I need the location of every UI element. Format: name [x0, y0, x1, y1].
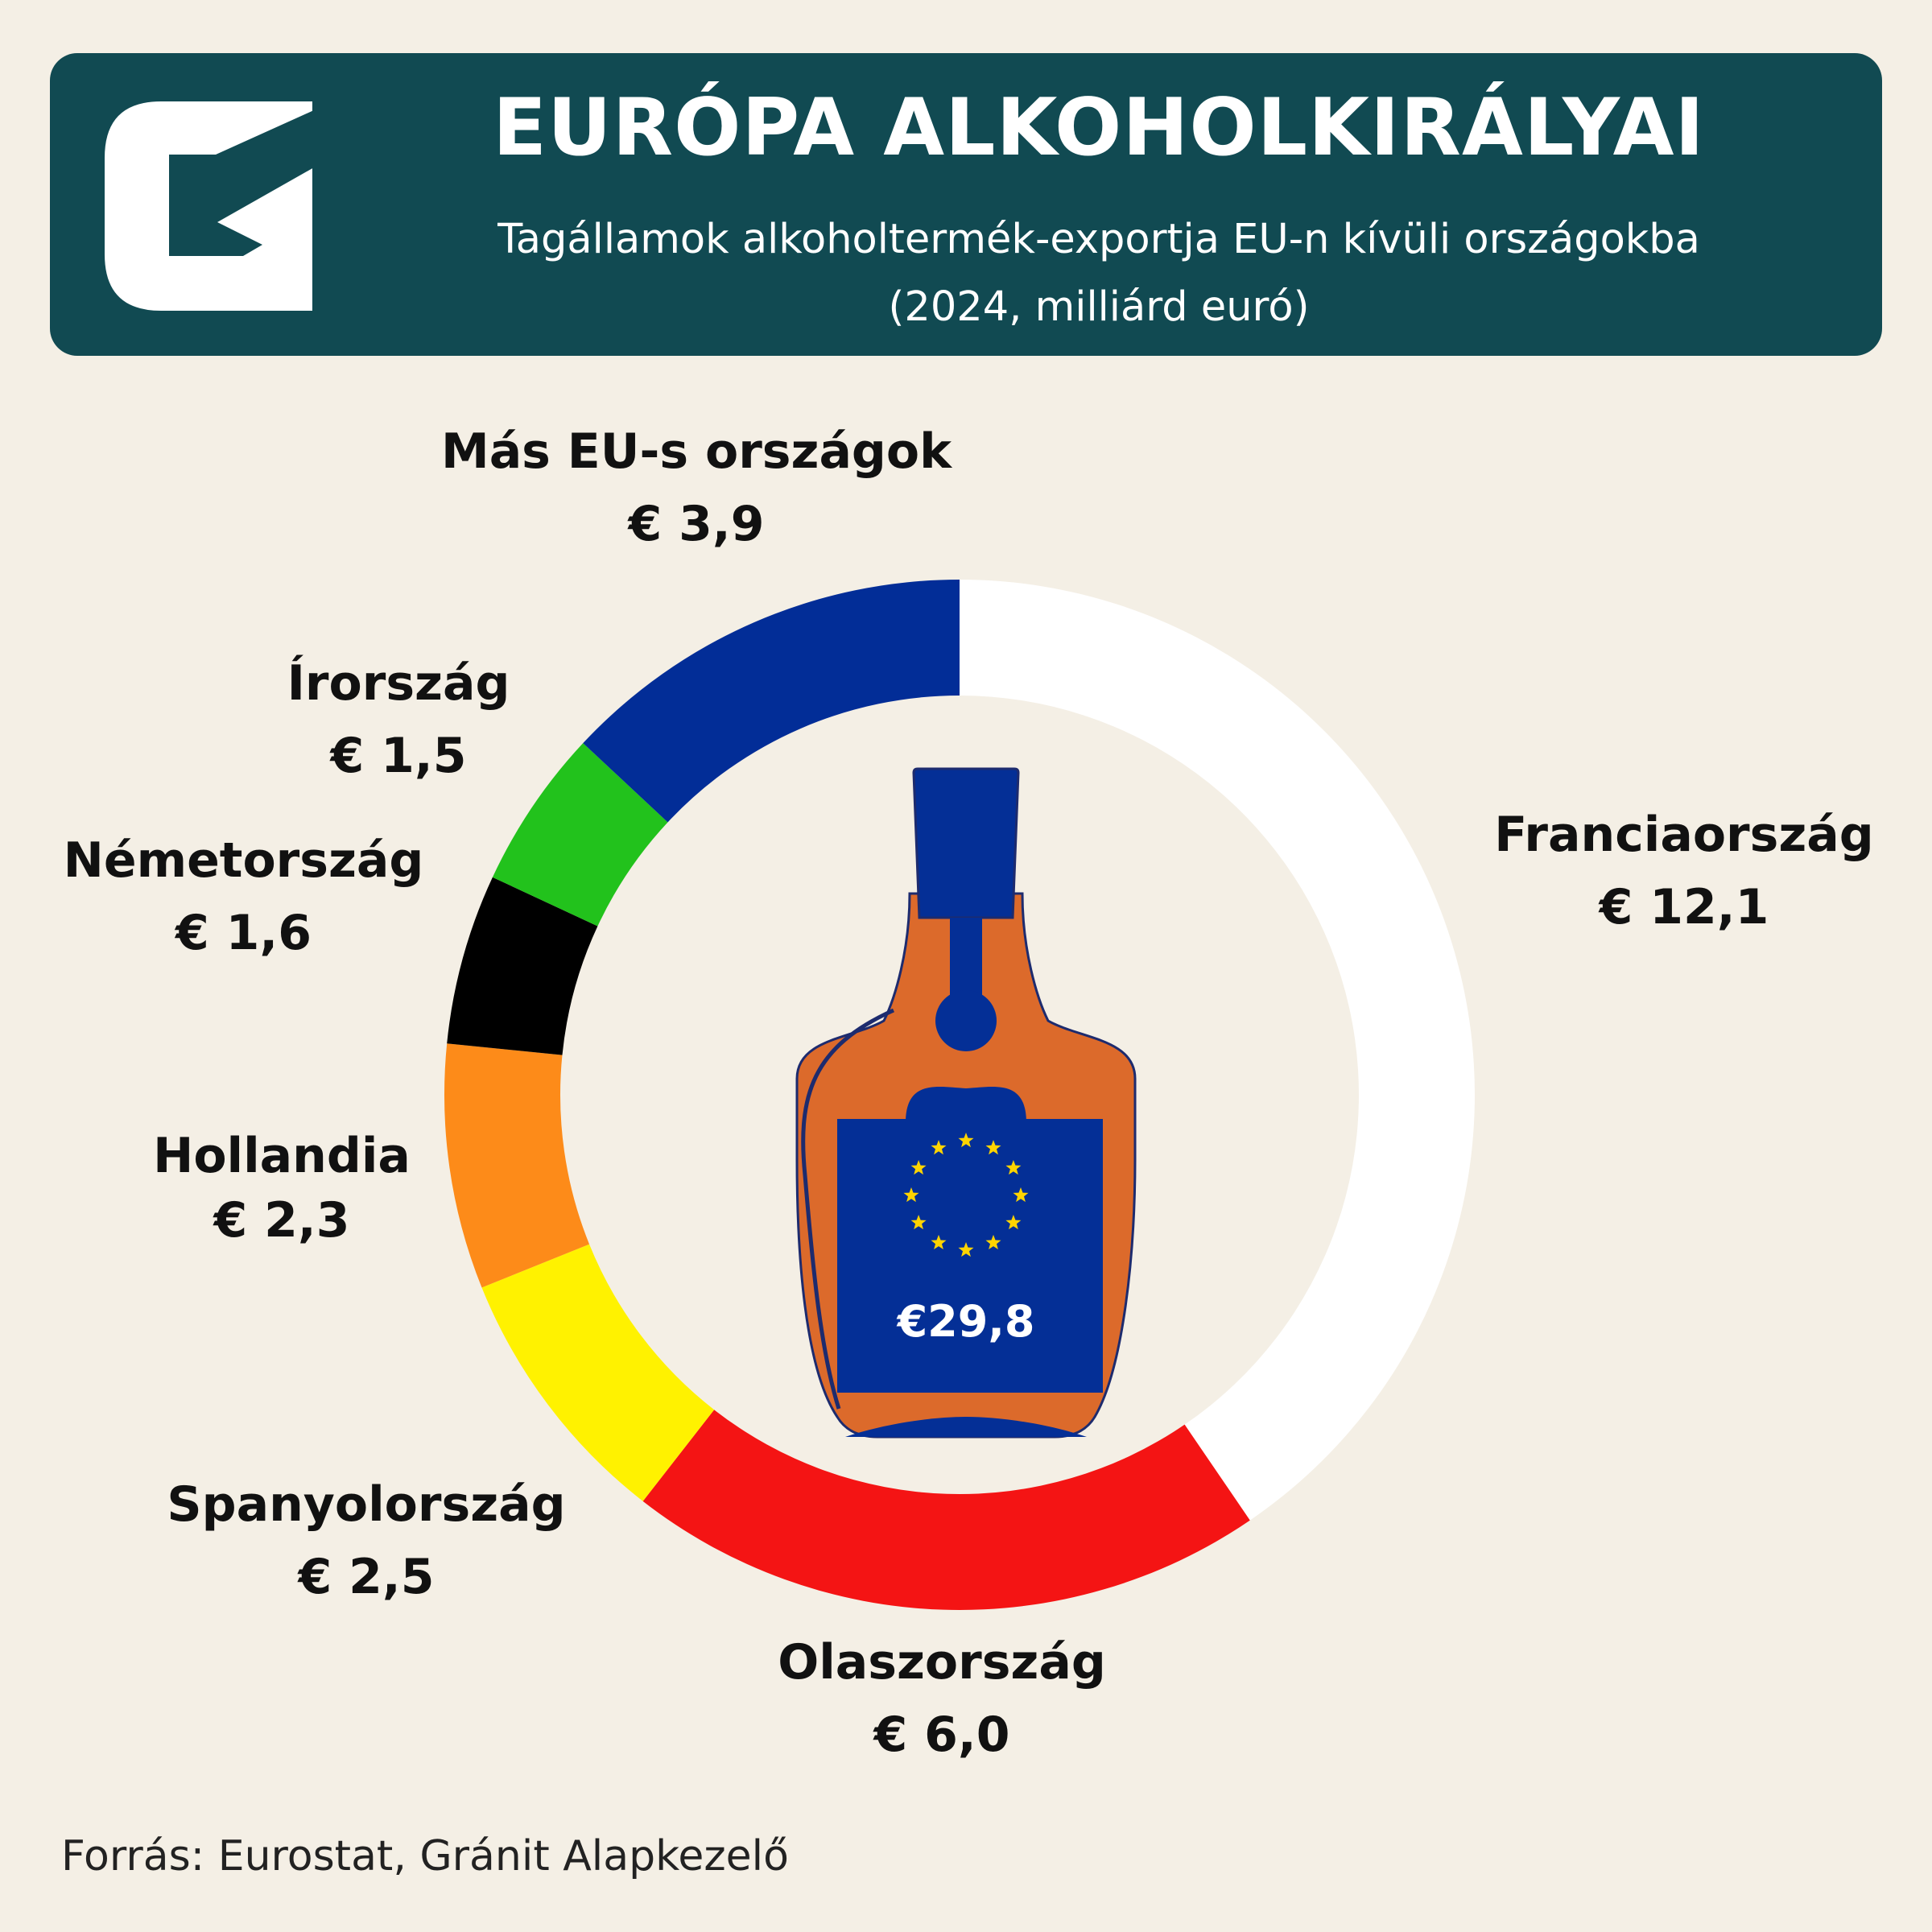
source-note: Forrás: Eurostat, Gránit Alapkezelő [61, 1832, 789, 1880]
slice-value: € 6,0 [873, 1707, 1010, 1763]
eu-star-icon [931, 1234, 947, 1249]
slice-name: Németország [63, 832, 424, 889]
slice-value: € 12,1 [1599, 879, 1769, 935]
eu-star-icon [1005, 1215, 1022, 1230]
slice-mas-eu-s-orszagok [583, 580, 960, 823]
slice-label-franciaorszag: Franciaország € 12,1 [1475, 799, 1893, 943]
slice-label-spanyolorszag: Spanyolország € 2,5 [137, 1468, 596, 1613]
eu-star-icon [910, 1160, 927, 1175]
slice-value: € 1,6 [175, 905, 312, 961]
slice-label-mas-eu-s-orszagok: Más EU-s országok € 3,9 [402, 415, 990, 560]
eu-star-icon [903, 1187, 919, 1203]
eu-star-icon [985, 1140, 1001, 1155]
eu-star-icon [958, 1133, 974, 1148]
eu-star-icon [910, 1215, 927, 1230]
eu-flag-stars-icon [903, 1133, 1029, 1257]
eu-star-icon [985, 1234, 1001, 1249]
eu-star-icon [1005, 1160, 1022, 1175]
slice-name: Olaszország [778, 1634, 1106, 1690]
slice-value: € 1,5 [330, 728, 467, 784]
slice-label-hollandia: Hollandia € 2,3 [105, 1124, 459, 1253]
eu-star-icon [958, 1242, 974, 1257]
slice-label-irorszag: Írország € 1,5 [233, 647, 564, 792]
slice-name: Hollandia [153, 1128, 411, 1184]
slice-name: Spanyolország [167, 1476, 566, 1533]
subtitle-line-1: Tagállamok alkoholtermék-exportja EU-n k… [497, 216, 1700, 263]
slice-nemetorszag [447, 877, 598, 1055]
slice-label-olaszorszag: Olaszország € 6,0 [733, 1626, 1151, 1771]
chart-subtitle: Tagállamok alkoholtermék-exportja EU-n k… [378, 206, 1819, 341]
slice-hollandia [444, 1043, 590, 1288]
slice-irorszag [492, 743, 668, 927]
slice-value: € 3,9 [628, 496, 765, 552]
eu-star-icon [931, 1140, 947, 1155]
header-banner [50, 53, 1882, 356]
slice-name: Franciaország [1494, 807, 1874, 863]
slice-value: € 2,3 [213, 1192, 350, 1249]
slice-value: € 2,5 [298, 1549, 435, 1605]
eu-star-icon [1013, 1187, 1029, 1203]
slice-name: Más EU-s országok [440, 423, 952, 480]
chart-title: EURÓPA ALKOHOLKIRÁLYAI [493, 82, 1705, 174]
slice-olaszorszag [642, 1410, 1250, 1610]
subtitle-line-2: (2024, milliárd euró) [888, 283, 1310, 331]
liquor-bottle-icon [795, 767, 1137, 1439]
slice-spanyolorszag [481, 1244, 715, 1501]
granit-g-logo-icon [105, 101, 314, 311]
slice-name: Írország [287, 655, 510, 712]
slice-label-nemetorszag: Németország € 1,6 [40, 824, 447, 969]
slice-franciaorszag [960, 580, 1476, 1521]
center-total-label: €29,8 [896, 1296, 1035, 1347]
